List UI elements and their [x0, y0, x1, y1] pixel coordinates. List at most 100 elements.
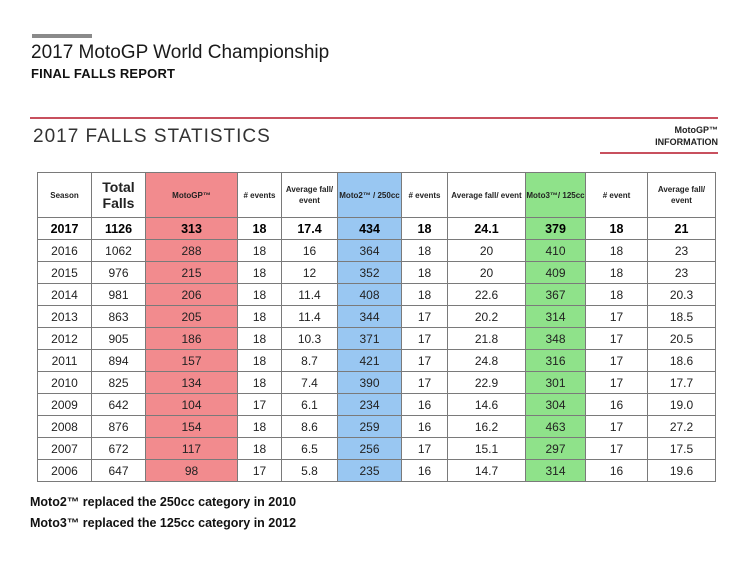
- cell-moto2-average: 16.2: [447, 415, 526, 438]
- cell-moto3-events: 17: [585, 437, 648, 460]
- header-season: Season: [37, 172, 92, 218]
- cell-season: 2012: [37, 327, 92, 350]
- cell-moto2-events: 18: [401, 217, 448, 240]
- cell-season: 2014: [37, 283, 92, 306]
- cell-season: 2013: [37, 305, 92, 328]
- cell-moto3-falls: 379: [525, 217, 586, 240]
- cell-moto2-falls: 408: [337, 283, 402, 306]
- cell-moto2-events: 16: [401, 459, 448, 482]
- cell-moto2-events: 16: [401, 415, 448, 438]
- info-underline: [600, 152, 718, 154]
- table-row: 2014 981 206 18 11.4 408 18 22.6 367 18 20.3: [37, 283, 716, 306]
- cell-motogp-events: 18: [237, 371, 282, 394]
- footnote-moto2: Moto2™ replaced the 250cc category in 20…: [30, 495, 297, 509]
- table-row: 2015 976 215 18 12 352 18 20 409 18 23: [37, 261, 716, 284]
- cell-moto3-falls: 314: [525, 305, 586, 328]
- cell-moto3-average: 19.0: [647, 393, 716, 416]
- cell-moto3-events: 17: [585, 371, 648, 394]
- cell-motogp-average: 17.4: [281, 217, 338, 240]
- cell-moto3-average: 17.5: [647, 437, 716, 460]
- table-row: 2016 1062 288 18 16 364 18 20 410 18 23: [37, 239, 716, 262]
- cell-motogp-average: 16: [281, 239, 338, 262]
- cell-total-falls: 647: [91, 459, 146, 482]
- cell-moto3-events: 18: [585, 239, 648, 262]
- cell-moto3-average: 18.6: [647, 349, 716, 372]
- cell-moto3-falls: 410: [525, 239, 586, 262]
- cell-season: 2010: [37, 371, 92, 394]
- cell-moto2-average: 15.1: [447, 437, 526, 460]
- top-decorative-rule: [32, 34, 92, 38]
- section-divider: [30, 117, 718, 119]
- cell-moto3-events: 17: [585, 415, 648, 438]
- cell-moto3-events: 18: [585, 261, 648, 284]
- cell-motogp-falls: 117: [145, 437, 238, 460]
- cell-motogp-average: 6.1: [281, 393, 338, 416]
- cell-moto2-falls: 344: [337, 305, 402, 328]
- table-header-row: Season Total Falls MotoGP™ # events Aver…: [37, 172, 716, 218]
- cell-motogp-events: 18: [237, 261, 282, 284]
- cell-moto2-average: 20.2: [447, 305, 526, 328]
- cell-moto3-events: 18: [585, 217, 648, 240]
- cell-moto2-average: 14.6: [447, 393, 526, 416]
- cell-moto3-falls: 297: [525, 437, 586, 460]
- cell-season: 2016: [37, 239, 92, 262]
- cell-moto2-average: 20: [447, 261, 526, 284]
- cell-motogp-average: 12: [281, 261, 338, 284]
- falls-statistics-table: Season Total Falls MotoGP™ # events Aver…: [37, 172, 716, 482]
- cell-moto3-falls: 367: [525, 283, 586, 306]
- cell-season: 2008: [37, 415, 92, 438]
- table-row: 2010 825 134 18 7.4 390 17 22.9 301 17 17.7: [37, 371, 716, 394]
- cell-moto2-falls: 421: [337, 349, 402, 372]
- footnotes: Moto2™ replaced the 250cc category in 20…: [30, 492, 296, 534]
- cell-moto3-average: 23: [647, 239, 716, 262]
- cell-moto2-falls: 390: [337, 371, 402, 394]
- cell-moto2-falls: 235: [337, 459, 402, 482]
- cell-moto2-events: 18: [401, 261, 448, 284]
- cell-moto3-falls: 348: [525, 327, 586, 350]
- cell-motogp-average: 8.7: [281, 349, 338, 372]
- info-line-1: MotoGP™: [674, 125, 719, 135]
- cell-motogp-events: 17: [237, 459, 282, 482]
- cell-motogp-average: 7.4: [281, 371, 338, 394]
- header-moto2: Moto2™ / 250cc: [337, 172, 402, 218]
- header-moto3-average: Average fall/ event: [647, 172, 716, 218]
- cell-moto3-average: 17.7: [647, 371, 716, 394]
- cell-moto2-average: 24.8: [447, 349, 526, 372]
- cell-motogp-average: 11.4: [281, 283, 338, 306]
- page-subtitle: FINAL FALLS REPORT: [31, 66, 176, 81]
- cell-motogp-falls: 288: [145, 239, 238, 262]
- cell-moto3-average: 21: [647, 217, 716, 240]
- cell-total-falls: 894: [91, 349, 146, 372]
- cell-season: 2006: [37, 459, 92, 482]
- cell-moto2-average: 22.6: [447, 283, 526, 306]
- cell-total-falls: 642: [91, 393, 146, 416]
- cell-motogp-events: 18: [237, 217, 282, 240]
- cell-motogp-average: 5.8: [281, 459, 338, 482]
- motogp-information-label: MotoGP™ INFORMATION: [600, 124, 718, 154]
- cell-moto3-falls: 463: [525, 415, 586, 438]
- cell-moto2-falls: 352: [337, 261, 402, 284]
- cell-motogp-falls: 98: [145, 459, 238, 482]
- header-motogp-events: # events: [237, 172, 282, 218]
- header-total-falls: Total Falls: [91, 172, 146, 218]
- cell-moto2-events: 17: [401, 327, 448, 350]
- cell-season: 2015: [37, 261, 92, 284]
- cell-motogp-events: 18: [237, 327, 282, 350]
- cell-total-falls: 1126: [91, 217, 146, 240]
- cell-moto3-events: 17: [585, 327, 648, 350]
- footnote-moto3: Moto3™ replaced the 125cc category in 20…: [30, 516, 297, 530]
- header-moto2-average: Average fall/ event: [447, 172, 526, 218]
- cell-motogp-falls: 104: [145, 393, 238, 416]
- cell-moto2-average: 24.1: [447, 217, 526, 240]
- table-row: 2008 876 154 18 8.6 259 16 16.2 463 17 27.2: [37, 415, 716, 438]
- cell-moto2-average: 20: [447, 239, 526, 262]
- cell-moto2-events: 17: [401, 437, 448, 460]
- cell-moto3-falls: 409: [525, 261, 586, 284]
- cell-total-falls: 876: [91, 415, 146, 438]
- cell-moto2-falls: 234: [337, 393, 402, 416]
- cell-total-falls: 976: [91, 261, 146, 284]
- cell-motogp-falls: 134: [145, 371, 238, 394]
- cell-season: 2009: [37, 393, 92, 416]
- cell-moto2-events: 17: [401, 349, 448, 372]
- info-line-2: INFORMATION: [655, 137, 718, 147]
